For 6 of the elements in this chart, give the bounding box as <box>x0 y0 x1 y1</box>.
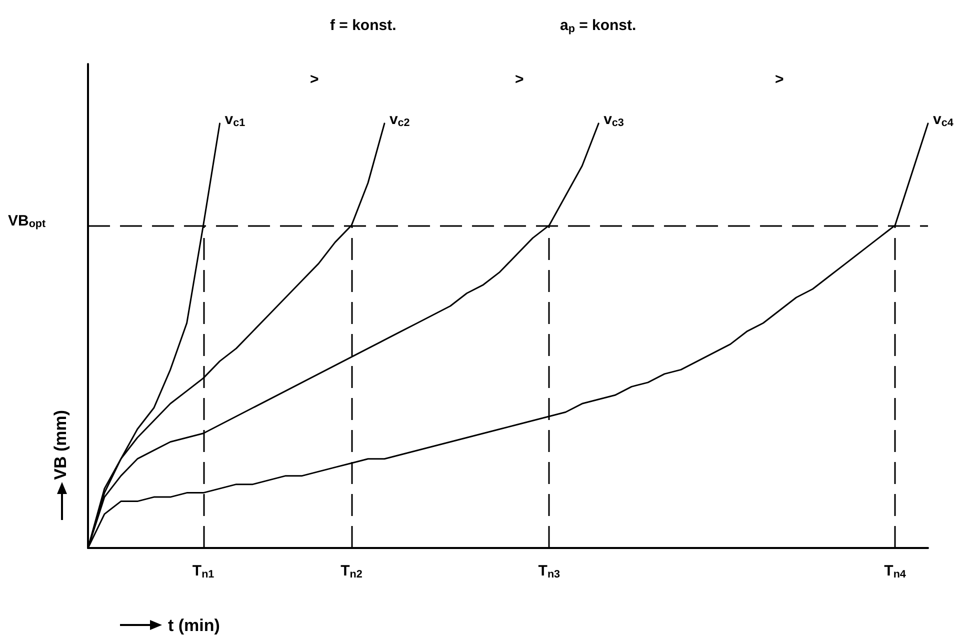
y-axis-title: VB (mm) <box>51 410 70 480</box>
text: > <box>775 71 784 88</box>
text: > <box>515 71 524 88</box>
x-axis-title: t (min) <box>168 616 220 635</box>
text: f = konst. <box>330 17 396 34</box>
text: > <box>310 71 319 88</box>
